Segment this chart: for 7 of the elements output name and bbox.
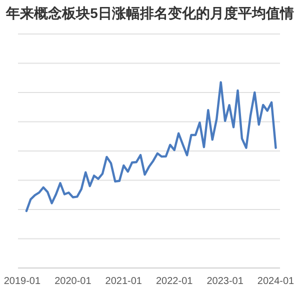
x-tick-label: 2023-01 <box>206 276 244 287</box>
x-tick-label: 2019-01 <box>4 276 42 287</box>
x-tick-label: 2020-01 <box>54 276 92 287</box>
x-tick-label: 2022-01 <box>156 276 194 287</box>
x-tick-label: 2021-01 <box>105 276 142 287</box>
x-tick-label: 2024-01 <box>257 276 295 287</box>
chart-title: 年来概念板块5日涨幅排名变化的月度平均值情 <box>5 5 294 21</box>
